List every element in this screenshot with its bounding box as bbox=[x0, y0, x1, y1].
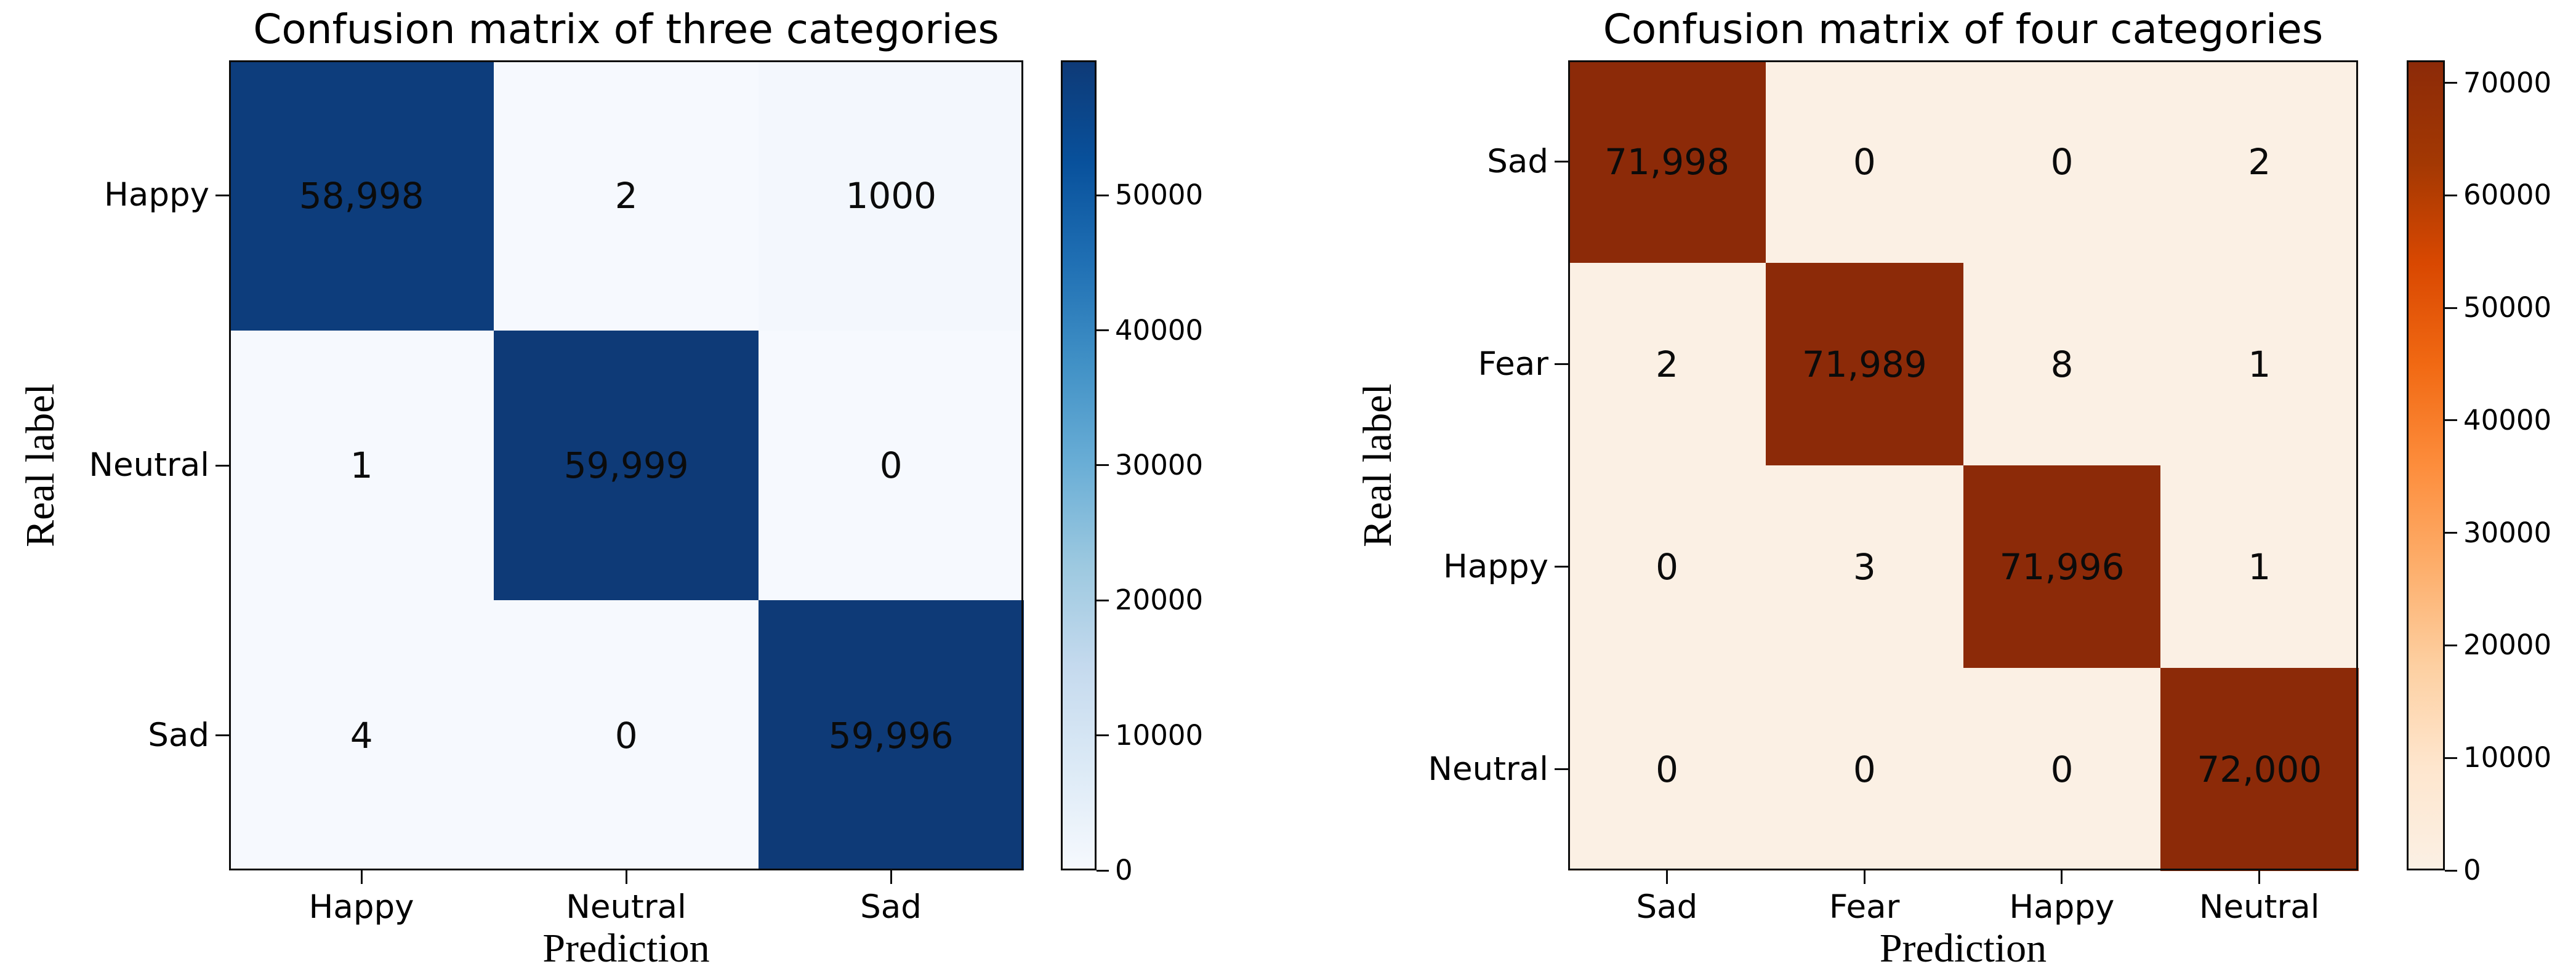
y-axis-label: Real label bbox=[18, 384, 63, 547]
x-tick-label: Happy bbox=[2009, 888, 2115, 926]
x-tick-label: Sad bbox=[1636, 888, 1698, 926]
matrix-cell-value: 2 bbox=[494, 60, 759, 331]
colorbar-tick-mark bbox=[2445, 757, 2457, 759]
colorbar-tick-mark bbox=[1097, 869, 1109, 872]
colorbar-tick-mark bbox=[1097, 329, 1109, 332]
matrix-cell-value: 0 bbox=[1765, 60, 1963, 263]
colorbar-tick-label: 30000 bbox=[2463, 516, 2552, 549]
x-tick-mark bbox=[1863, 870, 1866, 884]
colorbar-tick-label: 20000 bbox=[1115, 584, 1204, 617]
colorbar-tick-label: 70000 bbox=[2463, 66, 2552, 99]
colorbar-tick-label: 60000 bbox=[2463, 179, 2552, 212]
y-tick-mark bbox=[215, 464, 229, 467]
matrix-cell-value: 1000 bbox=[759, 60, 1024, 331]
y-tick-label: Happy bbox=[1443, 547, 1548, 585]
matrix-cell-value: 0 bbox=[1568, 465, 1766, 669]
matrix-cell-value: 2 bbox=[2160, 60, 2359, 263]
y-tick-mark bbox=[1555, 363, 1568, 365]
chart-title: Confusion matrix of three categories bbox=[253, 6, 999, 53]
y-tick-label: Happy bbox=[104, 176, 209, 214]
matrix-cell-value: 59,999 bbox=[494, 330, 759, 601]
x-tick-label: Fear bbox=[1829, 888, 1900, 926]
colorbar-tick-mark bbox=[2445, 82, 2457, 84]
colorbar-tick-mark bbox=[1097, 194, 1109, 196]
y-axis-label: Real label bbox=[1355, 384, 1400, 547]
colorbar-tick-mark bbox=[1097, 464, 1109, 467]
x-tick-mark bbox=[2061, 870, 2063, 884]
x-tick-label: Sad bbox=[860, 888, 922, 926]
matrix-cell-value: 1 bbox=[229, 330, 494, 601]
colorbar-tick-label: 50000 bbox=[2463, 291, 2552, 324]
y-tick-label: Neutral bbox=[1428, 750, 1548, 788]
x-axis-label: Prediction bbox=[1879, 926, 2047, 971]
y-tick-label: Sad bbox=[1487, 142, 1548, 180]
matrix-cell-value: 1 bbox=[2160, 263, 2359, 466]
y-tick-mark bbox=[1555, 566, 1568, 568]
colorbar-tick-mark bbox=[2445, 419, 2457, 422]
matrix-cell-value: 71,996 bbox=[1963, 465, 2161, 669]
matrix-cell-value: 72,000 bbox=[2160, 668, 2359, 871]
matrix-cell-value: 71,989 bbox=[1765, 263, 1963, 466]
colorbar-tick-label: 30000 bbox=[1115, 448, 1204, 481]
y-tick-label: Fear bbox=[1478, 345, 1548, 383]
matrix-cell-value: 0 bbox=[1963, 668, 2161, 871]
y-tick-label: Sad bbox=[148, 716, 209, 754]
chart-title: Confusion matrix of four categories bbox=[1603, 6, 2324, 53]
matrix-cell-value: 3 bbox=[1765, 465, 1963, 669]
x-tick-mark bbox=[890, 870, 892, 884]
colorbar-tick-label: 10000 bbox=[1115, 718, 1204, 752]
colorbar-tick-mark bbox=[2445, 644, 2457, 646]
x-tick-mark bbox=[1665, 870, 1668, 884]
x-tick-mark bbox=[2258, 870, 2261, 884]
x-tick-label: Happy bbox=[308, 888, 414, 926]
colorbar bbox=[2407, 60, 2445, 870]
matrix-cell-value: 71,998 bbox=[1568, 60, 1766, 263]
colorbar-tick-label: 0 bbox=[2463, 854, 2481, 886]
matrix-cell-value: 2 bbox=[1568, 263, 1766, 466]
colorbar bbox=[1061, 60, 1097, 870]
x-tick-mark bbox=[625, 870, 627, 884]
y-tick-mark bbox=[215, 194, 229, 196]
colorbar-tick-label: 40000 bbox=[2463, 403, 2552, 436]
y-tick-mark bbox=[1555, 161, 1568, 163]
matrix-cell-value: 59,996 bbox=[759, 600, 1024, 871]
x-axis-label: Prediction bbox=[542, 926, 710, 971]
colorbar-tick-label: 40000 bbox=[1115, 313, 1204, 347]
colorbar-tick-mark bbox=[2445, 532, 2457, 534]
colorbar-tick-label: 50000 bbox=[1115, 179, 1204, 212]
x-tick-label: Neutral bbox=[2199, 888, 2320, 926]
colorbar-tick-label: 20000 bbox=[2463, 629, 2552, 662]
matrix-cell-value: 1 bbox=[2160, 465, 2359, 669]
matrix-cell-value: 4 bbox=[229, 600, 494, 871]
x-tick-label: Neutral bbox=[566, 888, 686, 926]
colorbar-tick-mark bbox=[1097, 599, 1109, 601]
colorbar-tick-mark bbox=[2445, 194, 2457, 196]
x-tick-mark bbox=[360, 870, 363, 884]
matrix-cell-value: 58,998 bbox=[229, 60, 494, 331]
matrix-cell-value: 0 bbox=[1568, 668, 1766, 871]
matrix-cell-value: 0 bbox=[1963, 60, 2161, 263]
colorbar-tick-mark bbox=[2445, 307, 2457, 309]
y-tick-mark bbox=[215, 734, 229, 737]
colorbar-tick-label: 10000 bbox=[2463, 741, 2552, 774]
colorbar-tick-label: 0 bbox=[1115, 854, 1133, 886]
y-tick-mark bbox=[1555, 768, 1568, 770]
colorbar-tick-mark bbox=[2445, 869, 2457, 872]
matrix-cell-value: 0 bbox=[759, 330, 1024, 601]
colorbar-tick-mark bbox=[1097, 734, 1109, 737]
matrix-cell-value: 0 bbox=[494, 600, 759, 871]
y-tick-label: Neutral bbox=[89, 446, 209, 484]
matrix-cell-value: 0 bbox=[1765, 668, 1963, 871]
matrix-cell-value: 8 bbox=[1963, 263, 2161, 466]
